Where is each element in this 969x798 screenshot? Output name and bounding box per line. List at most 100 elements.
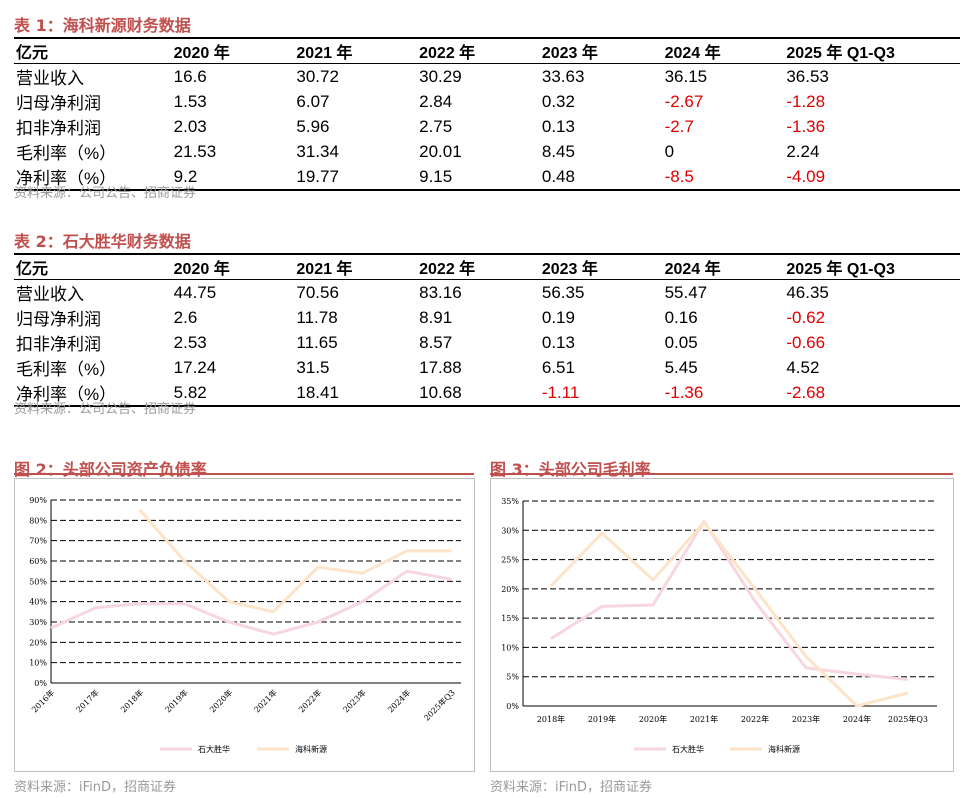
table2-cell: 17.24 xyxy=(173,357,217,377)
table1-cell: 33.63 xyxy=(541,66,585,86)
table2-cell: 0.19 xyxy=(541,307,575,327)
table-row: 营业收入 16.6 30.72 30.29 33.63 36.15 36.53 xyxy=(14,64,960,90)
series-line-shida xyxy=(50,569,452,636)
table-row: 毛利率（%） 21.53 31.34 20.01 8.45 0 2.24 xyxy=(14,139,960,164)
y-tick-label: 40% xyxy=(29,598,47,607)
table1-cell: 9.2 xyxy=(173,164,297,191)
x-tick-label: 2018年 xyxy=(537,714,565,724)
y-tick-label: 50% xyxy=(29,577,47,586)
table2-cell: 4.52 xyxy=(786,357,820,377)
y-tick-label: 15% xyxy=(501,614,519,623)
table2-cell: 11.78 xyxy=(296,307,338,327)
y-tick-label: 35% xyxy=(501,497,519,506)
x-tick-label: 2022年 xyxy=(741,714,769,724)
legend-label: 石大胜华 xyxy=(672,744,704,754)
table2-header-6: 2025 年 Q1-Q3 xyxy=(786,253,960,280)
y-tick-label: 25% xyxy=(501,556,519,565)
y-tick-label: 80% xyxy=(29,516,47,525)
table1-cell: 0.32 xyxy=(541,91,575,111)
table2-cell: 5.45 xyxy=(664,357,698,377)
table2-header-0: 亿元 xyxy=(14,253,174,280)
x-tick-label: 2019年 xyxy=(588,714,616,724)
table1-row-label: 扣非净利润 xyxy=(16,119,101,138)
table1-cell: -1.36 xyxy=(786,116,826,136)
table1-grid: 亿元 2020 年 2021 年 2022 年 2023 年 2024 年 2025 年 Q… xyxy=(14,37,960,191)
x-tick-label: 2025年Q3 xyxy=(422,687,457,722)
y-tick-label: 10% xyxy=(501,643,519,652)
y-tick-label: 10% xyxy=(29,659,47,668)
x-tick-label: 2025年Q3 xyxy=(888,714,928,724)
table2-cell: 18.41 xyxy=(296,380,420,407)
table1-row-label: 归母净利润 xyxy=(16,94,101,113)
y-tick-label: 0% xyxy=(506,702,519,711)
x-tick-label: 2019年 xyxy=(163,687,190,714)
figure3-title-bar: 图 3：头部公司毛利率 xyxy=(490,453,953,479)
y-tick-label: 60% xyxy=(29,557,47,566)
table2-cell: -1.36 xyxy=(664,380,787,407)
y-tick-label: 90% xyxy=(29,496,47,505)
figure2-chart: 0% 10% 20% 30% 40% 50% 60% 70% 80% 90% 2016年 2017年 2… xyxy=(29,496,461,754)
table2-cell: 70.56 xyxy=(296,282,339,302)
x-tick-label: 2016年 xyxy=(29,687,56,714)
series-line-shida xyxy=(550,520,909,682)
table1-cell: 31.34 xyxy=(296,141,339,161)
figure3-source: 资料来源：iFinD，招商证券 xyxy=(490,780,653,795)
x-tick-label: 2021年 xyxy=(252,687,279,714)
table1-cell: 30.29 xyxy=(419,66,462,86)
table1-cell: -8.5 xyxy=(664,164,787,191)
table-row: 净利率（%） 5.82 18.41 10.68 -1.11 -1.36 -2.68 xyxy=(14,380,960,407)
x-tick-label: 2017年 xyxy=(74,687,101,714)
table2-cell: 10.68 xyxy=(419,380,542,407)
table2-cell: 2.53 xyxy=(173,332,207,352)
table-row: 净利率（%） 9.2 19.77 9.15 0.48 -8.5 -4.09 xyxy=(14,164,960,191)
x-tick-label: 2023年 xyxy=(792,714,820,724)
table-row: 归母净利润 2.6 11.78 8.91 0.19 0.16 -0.62 xyxy=(14,305,960,330)
table1-cell: 36.53 xyxy=(786,66,829,86)
table1-row-label: 营业收入 xyxy=(16,69,84,88)
table1-title: 表 1：海科新源财务数据 xyxy=(14,16,191,35)
table1-cell: -1.28 xyxy=(786,91,826,111)
figure2-title: 图 2：头部公司资产负债率 xyxy=(14,460,207,479)
table1-cell: -2.7 xyxy=(664,116,694,136)
table2-cell: 0.13 xyxy=(541,332,575,352)
x-tick-label: 2023年 xyxy=(341,687,368,714)
y-tick-label: 0% xyxy=(34,679,47,688)
table1-cell: 19.77 xyxy=(296,164,420,191)
figure3-frame: 0% 5% 10% 15% 20% 25% 30% 35% 2018年 2019年 2020年 202… xyxy=(490,478,954,772)
x-tick-label: 2021年 xyxy=(690,714,718,724)
table2-header-4: 2023 年 xyxy=(541,253,665,280)
table1-row-label: 毛利率（%） xyxy=(16,144,117,163)
table-row: 毛利率（%） 17.24 31.5 17.88 6.51 5.45 4.52 xyxy=(14,355,960,380)
figure3-chart: 0% 5% 10% 15% 20% 25% 30% 35% 2018年 2019年 2020年 202… xyxy=(501,497,937,754)
table2-cell: -2.68 xyxy=(786,380,960,407)
y-tick-label: 5% xyxy=(506,673,519,682)
table1-header-4: 2023 年 xyxy=(541,37,665,64)
table2-cell: 83.16 xyxy=(419,282,462,302)
table2-cell: 46.35 xyxy=(786,282,829,302)
series-line-haike xyxy=(549,520,909,708)
table2-cell: 11.65 xyxy=(296,332,338,352)
y-tick-label: 70% xyxy=(29,537,47,546)
y-tick-label: 20% xyxy=(501,585,519,594)
table1-cell: 8.45 xyxy=(541,141,575,161)
table1-cell: 0.13 xyxy=(541,116,575,136)
table2-grid: 亿元 2020 年 2021 年 2022 年 2023 年 2024 年 2025 年 Q… xyxy=(14,253,960,407)
table1-cell: 6.07 xyxy=(296,91,330,111)
table2-cell: 5.82 xyxy=(173,380,297,407)
table1-header-2: 2021 年 xyxy=(296,37,420,64)
table2-header-5: 2024 年 xyxy=(664,253,787,280)
table1-cell: 30.72 xyxy=(296,66,339,86)
legend-label: 海科新源 xyxy=(295,744,327,754)
table1-header-6: 2025 年 Q1-Q3 xyxy=(786,37,960,64)
table2-row-label: 营业收入 xyxy=(16,285,84,304)
table-row: 营业收入 44.75 70.56 83.16 56.35 55.47 46.35 xyxy=(14,280,960,306)
table2-cell: 6.51 xyxy=(541,357,575,377)
table1-cell: 2.03 xyxy=(173,116,207,136)
x-tick-label: 2020年 xyxy=(207,687,234,714)
x-tick-label: 2024年 xyxy=(843,714,871,724)
table2-row-label: 扣非净利润 xyxy=(16,335,101,354)
y-tick-label: 20% xyxy=(29,638,47,647)
x-tick-label: 2022年 xyxy=(296,687,323,714)
table1-cell: 1.53 xyxy=(173,91,207,111)
table1: 亿元 2020 年 2021 年 2022 年 2023 年 2024 年 2025 年 Q… xyxy=(14,37,960,191)
